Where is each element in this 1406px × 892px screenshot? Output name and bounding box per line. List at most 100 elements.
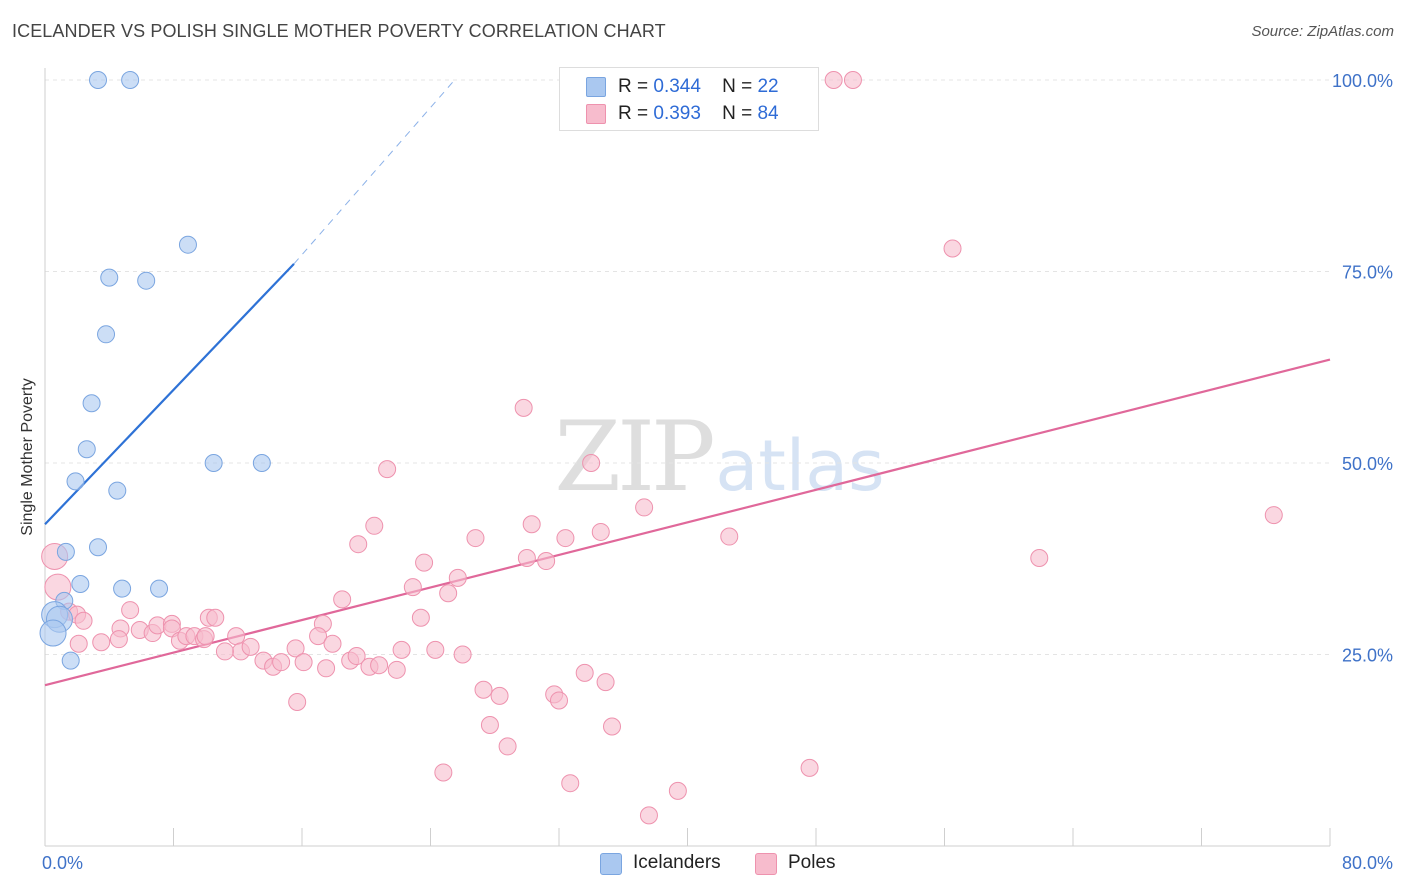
point-icelanders: [56, 542, 75, 561]
point-poles: [522, 515, 541, 534]
point-poles: [575, 663, 594, 682]
point-poles: [591, 522, 610, 541]
point-poles: [824, 71, 843, 89]
y-tick-label: 25.0%: [1342, 646, 1393, 666]
legend-r-label: R =: [618, 103, 649, 124]
point-poles: [323, 634, 342, 653]
point-poles: [1030, 548, 1049, 567]
point-icelanders: [178, 235, 197, 254]
point-icelanders: [66, 472, 85, 491]
point-poles: [121, 601, 140, 620]
grid: [45, 79, 1330, 655]
point-poles: [206, 608, 225, 627]
point-poles: [227, 627, 246, 646]
point-icelanders: [113, 579, 132, 598]
point-poles: [596, 673, 615, 692]
point-icelanders: [121, 71, 140, 89]
point-poles: [490, 686, 509, 705]
point-poles: [514, 398, 533, 417]
point-poles: [109, 630, 128, 649]
point-poles: [603, 717, 622, 736]
point-poles: [668, 781, 687, 800]
point-poles: [403, 578, 422, 597]
watermark-zip: ZIP: [554, 401, 713, 513]
point-icelanders: [108, 481, 127, 500]
point-poles: [550, 691, 568, 710]
legend-r-label: R =: [618, 76, 649, 97]
point-poles: [561, 774, 580, 793]
correlation-legend: R = 0.344 N = 22 R = 0.393 N = 84: [559, 67, 819, 131]
y-tick-label: 75.0%: [1342, 263, 1393, 283]
point-poles: [1264, 506, 1283, 525]
legend-r-value: 0.344: [653, 76, 701, 97]
point-icelanders: [100, 268, 119, 287]
legend-r-value: 0.393: [653, 103, 701, 124]
chart-title: ICELANDER VS POLISH SINGLE MOTHER POVERT…: [12, 21, 666, 41]
point-poles: [317, 659, 336, 678]
point-poles: [943, 239, 962, 258]
point-poles: [387, 660, 406, 679]
point-icelanders: [89, 71, 108, 89]
point-poles: [196, 627, 215, 646]
point-poles: [215, 642, 234, 661]
point-poles: [378, 460, 397, 479]
tick-labels: 25.0% 50.0% 75.0% 100.0% 0.0% 80.0%: [42, 71, 1393, 873]
point-poles: [517, 548, 536, 567]
point-poles: [439, 584, 458, 603]
point-poles: [241, 637, 260, 656]
point-poles: [272, 653, 291, 672]
point-poles: [286, 639, 305, 658]
point-poles: [720, 527, 739, 546]
point-icelanders: [82, 394, 101, 413]
legend-swatch-icelanders: [586, 77, 606, 97]
point-poles: [843, 71, 862, 89]
trend-line-poles: [44, 358, 1331, 687]
legend-n-value: 22: [757, 76, 779, 97]
point-poles: [537, 552, 556, 571]
point-poles: [74, 611, 93, 630]
point-poles: [69, 634, 88, 653]
bottom-legend-label-icelanders: Icelanders: [633, 852, 721, 873]
x-tick-label-min: 0.0%: [42, 853, 83, 873]
point-poles: [392, 640, 411, 659]
point-poles: [349, 535, 368, 554]
legend-swatch-poles: [586, 104, 606, 124]
y-tick-label: 50.0%: [1342, 454, 1393, 474]
axes: [44, 68, 1331, 847]
point-poles: [474, 680, 493, 699]
legend-n-label: N =: [722, 103, 753, 124]
point-icelanders: [89, 538, 108, 557]
point-poles: [333, 590, 352, 609]
point-poles: [582, 454, 601, 472]
point-icelanders: [71, 575, 90, 594]
point-icelanders: [137, 271, 156, 290]
legend-n-label: N =: [722, 76, 753, 97]
trend-line-extension-icelanders: [293, 79, 455, 265]
point-icelanders: [97, 325, 116, 344]
point-icelanders: [150, 579, 169, 598]
point-poles: [309, 627, 328, 646]
x-tick-label-max: 80.0%: [1342, 853, 1393, 873]
point-poles: [448, 568, 467, 587]
point-poles: [347, 647, 366, 666]
point-icelanders: [77, 440, 96, 459]
point-poles: [639, 806, 658, 825]
bottom-legend-label-poles: Poles: [788, 852, 836, 873]
point-poles: [480, 715, 499, 734]
point-poles: [635, 498, 654, 517]
point-poles: [453, 645, 472, 664]
point-icelanders: [252, 454, 271, 472]
point-poles: [288, 692, 307, 711]
trend-lines: [44, 79, 1331, 687]
point-icelanders: [61, 651, 80, 670]
source-label: Source: ZipAtlas.com: [1251, 23, 1394, 40]
point-poles: [92, 633, 111, 652]
point-icelanders: [204, 454, 223, 472]
point-poles: [426, 640, 445, 659]
point-poles: [556, 529, 575, 548]
trend-line-icelanders: [44, 263, 295, 526]
bottom-legend-swatch-poles: [755, 853, 777, 875]
point-poles: [434, 763, 453, 782]
point-poles: [370, 656, 389, 675]
